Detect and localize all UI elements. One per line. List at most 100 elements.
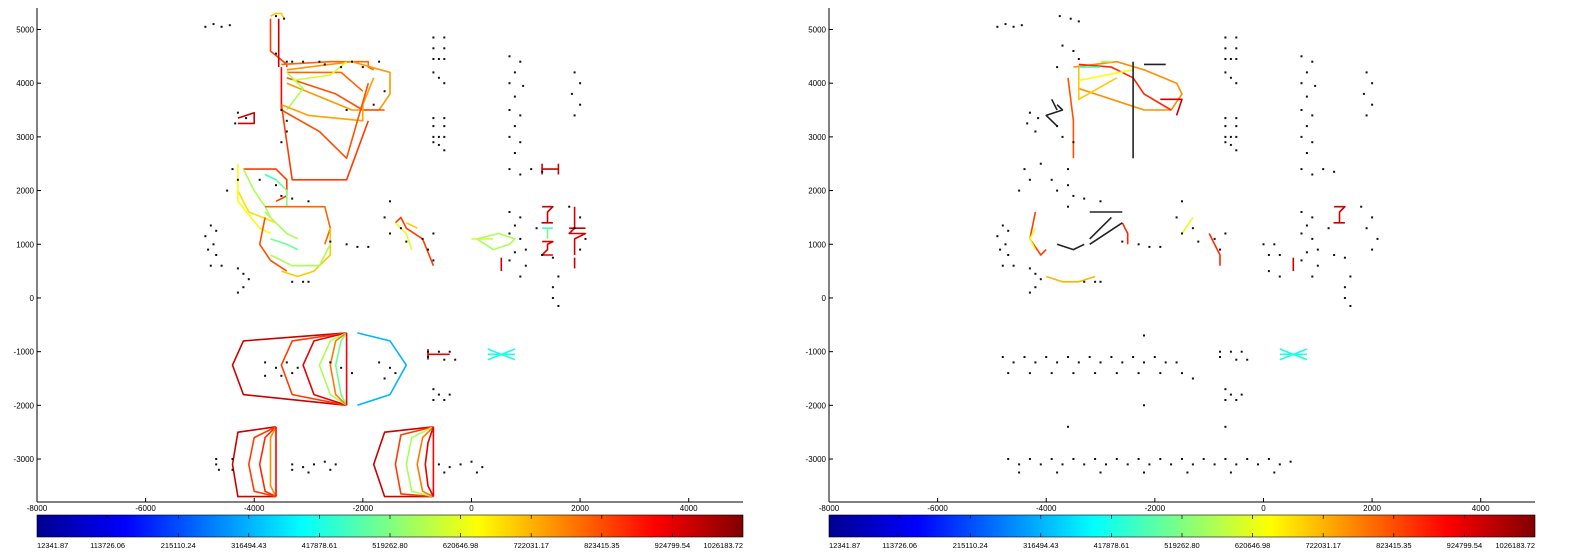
- node-point: [1229, 393, 1232, 396]
- node-point: [1018, 471, 1021, 474]
- y-tick-label: -2000: [14, 401, 35, 410]
- node-point: [383, 216, 386, 219]
- node-point: [285, 60, 288, 63]
- node-point: [432, 71, 435, 74]
- node-point: [1159, 458, 1162, 460]
- colorbar-tick-label: 722031.17: [1305, 541, 1340, 550]
- node-point: [1333, 254, 1336, 256]
- graph-edge: [394, 426, 434, 498]
- node-point: [1267, 270, 1270, 273]
- node-point: [475, 471, 478, 474]
- node-point: [1099, 471, 1102, 474]
- node-point: [1056, 189, 1059, 192]
- node-point: [999, 248, 1002, 251]
- colorbar: 12341.87 113726.06 215110.24 316494.43 41787…: [828, 514, 1536, 550]
- node-point: [1360, 205, 1363, 208]
- node-point: [1300, 109, 1303, 111]
- node-point: [1012, 25, 1015, 28]
- x-tick-label: 0: [469, 504, 474, 513]
- node-point: [217, 468, 220, 471]
- node-point: [1077, 361, 1080, 364]
- node-point: [996, 235, 999, 238]
- node-point: [1170, 463, 1173, 466]
- node-point: [1028, 267, 1031, 270]
- colorbar-tick-label: 823415.35: [584, 541, 619, 550]
- y-tick-label: 4000: [808, 79, 826, 88]
- node-point: [1224, 125, 1227, 128]
- node-point: [443, 358, 446, 361]
- graph-edge: [1067, 77, 1075, 159]
- graph-edge: [258, 426, 277, 498]
- node-point: [318, 60, 321, 63]
- node-point: [383, 90, 386, 93]
- node-point: [454, 358, 457, 361]
- node-point: [1083, 197, 1086, 200]
- node-point: [1110, 356, 1113, 358]
- node-point: [432, 135, 435, 138]
- node-point: [275, 15, 277, 18]
- node-point: [1316, 248, 1319, 251]
- node-point: [236, 111, 239, 114]
- node-point: [459, 463, 462, 466]
- node-point: [513, 224, 516, 227]
- x-tick-label: 4000: [1472, 504, 1490, 513]
- node-point: [530, 168, 533, 171]
- graph-edge: [237, 163, 271, 235]
- node-point: [437, 58, 440, 60]
- y-tick-label: 4000: [16, 79, 34, 88]
- graph-edge: [394, 216, 435, 266]
- node-point: [1202, 458, 1205, 460]
- node-point: [443, 135, 446, 138]
- node-point: [334, 463, 337, 466]
- node-point: [1235, 399, 1238, 401]
- node-point: [1267, 254, 1270, 256]
- node-point: [1362, 92, 1365, 95]
- node-point: [1159, 372, 1162, 375]
- node-point: [1175, 361, 1178, 364]
- node-point: [1007, 229, 1010, 232]
- node-point: [1020, 24, 1023, 27]
- graph-edge: [416, 426, 434, 498]
- node-point: [1039, 463, 1042, 466]
- graph-edge: [318, 332, 348, 406]
- node-point: [1305, 95, 1308, 98]
- graph-edge: [286, 77, 385, 111]
- node-point: [231, 168, 234, 171]
- node-point: [1023, 168, 1026, 171]
- node-point: [329, 361, 332, 364]
- node-point: [204, 25, 207, 28]
- node-point: [1322, 168, 1325, 171]
- graph-edge: [264, 211, 299, 240]
- node-point: [551, 297, 554, 299]
- node-point: [242, 286, 245, 289]
- node-point: [372, 103, 375, 106]
- graph-edge: [280, 332, 347, 407]
- node-point: [1235, 149, 1238, 152]
- node-point: [1257, 463, 1259, 466]
- node-point: [1099, 361, 1102, 364]
- node-point: [1246, 458, 1249, 460]
- graph-edge: [1045, 275, 1096, 283]
- graph-edge: [424, 426, 435, 497]
- node-point: [291, 197, 294, 200]
- node-point: [340, 66, 343, 69]
- node-point: [437, 463, 440, 466]
- y-tick-label: 2000: [16, 187, 34, 196]
- node-point: [1371, 248, 1374, 251]
- node-point: [1001, 224, 1004, 227]
- node-point: [1278, 254, 1281, 256]
- node-point: [323, 63, 326, 66]
- graph-edge: [1029, 211, 1047, 256]
- node-point: [307, 471, 310, 474]
- graph-edge: [405, 426, 434, 498]
- x-tick-label: 0: [1261, 504, 1266, 513]
- node-point: [573, 114, 576, 117]
- node-point: [329, 468, 332, 471]
- node-point: [302, 280, 305, 283]
- node-point: [1004, 243, 1007, 246]
- node-point: [513, 71, 516, 74]
- node-point: [1094, 458, 1097, 460]
- graph-edge: [1333, 205, 1346, 224]
- node-point: [432, 125, 435, 128]
- node-point: [579, 248, 582, 251]
